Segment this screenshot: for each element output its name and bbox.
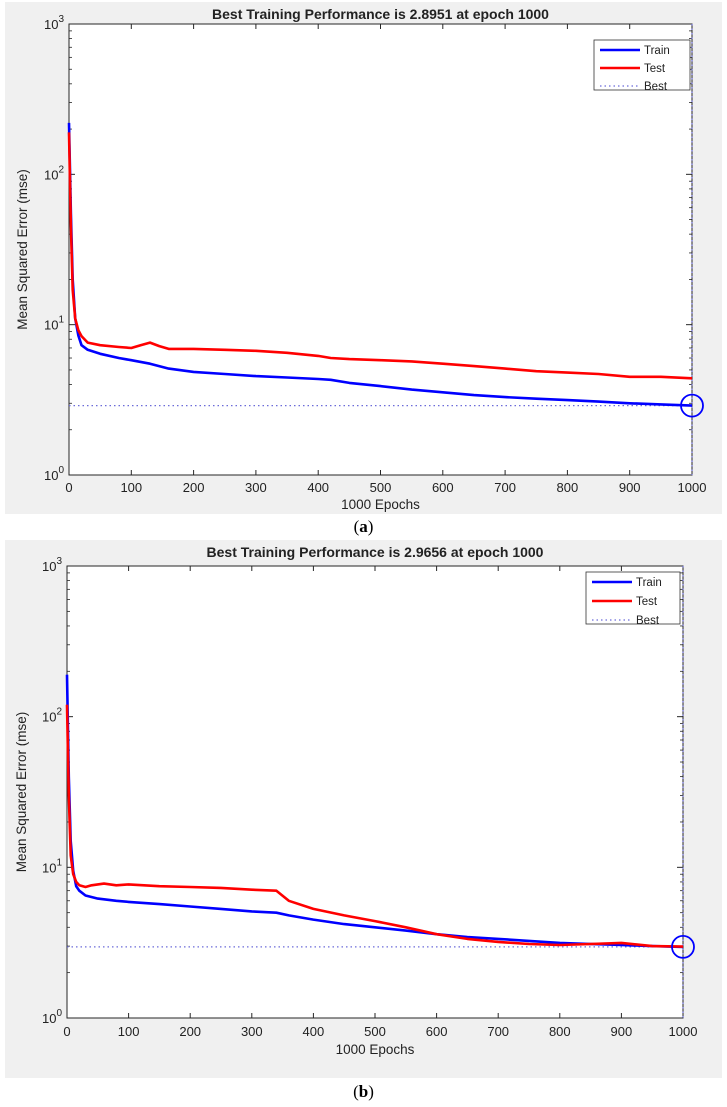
x-tick-label: 1000 [669,1024,698,1039]
y-tick-label: 102 [42,707,62,725]
x-axis-label: 1000 Epochs [336,1042,415,1057]
x-tick-label: 800 [557,480,579,495]
y-tick-label: 101 [44,315,64,333]
chart-title: Best Training Performance is 2.8951 at e… [212,6,549,22]
x-tick-label: 500 [370,480,392,495]
chart-title: Best Training Performance is 2.9656 at e… [207,544,544,560]
x-tick-label: 100 [118,1024,140,1039]
caption-b-label: b [358,1082,369,1101]
x-tick-label: 0 [63,1024,70,1039]
x-tick-label: 0 [65,480,72,495]
x-tick-label: 500 [364,1024,386,1039]
y-axis-label: Mean Squared Error (mse) [15,169,30,330]
y-tick-label: 100 [44,465,64,483]
series-line-train [65,674,684,949]
legend-box [593,39,691,91]
legend-label-test: Test [636,596,658,608]
x-tick-label: 200 [183,480,205,495]
y-axis-label: Mean Squared Error (mse) [14,712,29,873]
x-tick-label: 1000 [678,480,707,495]
chart-b: Best Training Performance is 2.9656 at e… [14,544,698,1057]
x-tick-label: 900 [611,1024,633,1039]
caption-a-label: a [359,517,368,536]
y-tick-label: 100 [42,1008,62,1026]
chart-panel-a: Best Training Performance is 2.8951 at e… [5,2,722,514]
legend-box [585,571,681,625]
plot-area [66,565,684,1019]
x-axis-label: 1000 Epochs [341,497,420,512]
y-tick-label: 103 [42,556,62,574]
x-tick-label: 900 [619,480,641,495]
chart-a: Best Training Performance is 2.8951 at e… [15,6,707,512]
x-tick-label: 600 [426,1024,448,1039]
legend-label-best: Best [644,81,668,93]
caption-b: (b) [353,1082,374,1101]
x-tick-label: 800 [549,1024,571,1039]
x-tick-label: 300 [245,480,267,495]
best-marker [680,393,704,418]
legend-label-best: Best [636,615,660,627]
series-line-train [67,122,693,407]
caption-a: (a) [353,517,374,536]
x-tick-label: 400 [307,480,329,495]
y-tick-label: 103 [44,14,64,32]
y-tick-label: 102 [44,164,64,182]
x-tick-label: 700 [487,1024,509,1039]
x-tick-label: 600 [432,480,454,495]
series-line-test [65,704,684,948]
y-tick-label: 101 [42,857,62,875]
legend-label-train: Train [636,577,662,589]
legend-label-train: Train [644,45,670,57]
x-tick-label: 700 [494,480,516,495]
legend-label-test: Test [644,63,666,75]
x-tick-label: 300 [241,1024,263,1039]
series-line-test [67,132,693,380]
chart-panel-b: Best Training Performance is 2.9656 at e… [5,540,722,1078]
x-tick-label: 100 [120,480,142,495]
x-tick-label: 400 [303,1024,325,1039]
best-marker [671,934,695,959]
x-tick-label: 200 [179,1024,201,1039]
plot-area [68,23,693,476]
